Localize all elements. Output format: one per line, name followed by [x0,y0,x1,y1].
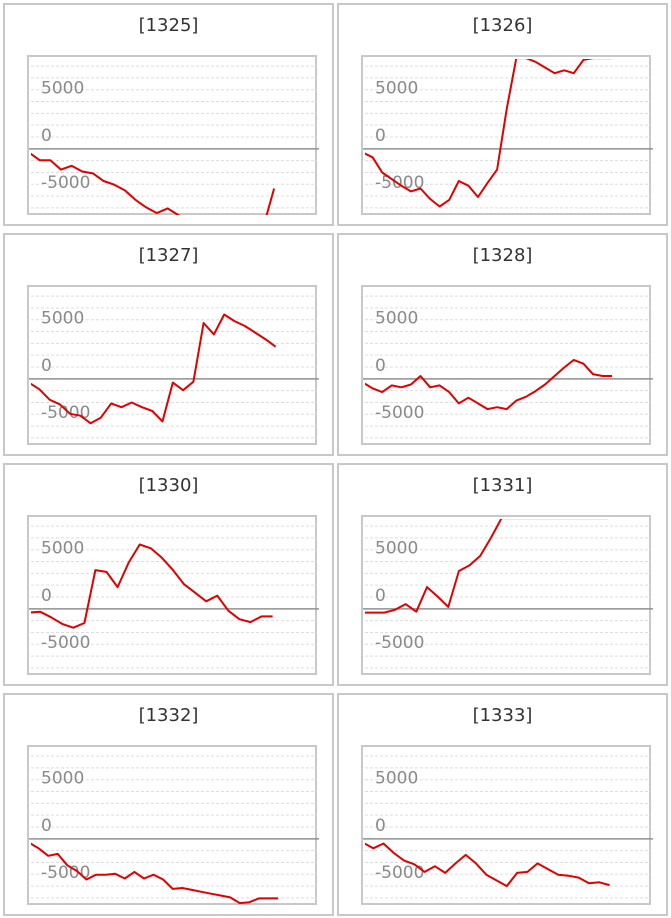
chart-panel: [1328] 5000 0 -5000 [337,233,668,456]
chart-panel: [1332] 5000 0 -5000 [3,693,334,916]
chart-title: [1331] [472,475,533,496]
chart-panel: [1330] 5000 0 -5000 [3,463,334,686]
y-tick-label: 5000 [375,539,418,559]
line-chart: 5000 0 -5000 [363,519,653,669]
y-tick-label: 0 [375,586,386,606]
plot-area: 5000 0 -5000 [27,55,319,215]
y-tick-label: 5000 [41,309,84,329]
line-chart: 5000 0 -5000 [29,65,319,215]
line-chart: 5000 0 -5000 [29,525,319,669]
series-line [31,842,279,905]
chart-panel: [1331] 5000 0 -5000 [337,463,668,686]
chart-title: [1332] [138,705,199,726]
chart-title: [1325] [138,15,199,36]
plot-area: 5000 0 -5000 [361,515,653,675]
y-tick-label: 5000 [375,309,418,329]
y-tick-label: -5000 [375,403,424,423]
series-line [31,313,277,425]
series-line [365,842,610,888]
y-tick-label: 0 [41,356,52,376]
chart-panel: [1327] 5000 0 -5000 [3,233,334,456]
plot-area: 5000 0 -5000 [361,55,653,215]
y-tick-label: -5000 [375,173,424,193]
plot-area: 5000 0 -5000 [361,745,653,905]
chart-title: [1327] [138,245,199,266]
y-tick-label: 5000 [41,769,84,789]
y-tick-label: 5000 [375,79,418,99]
series-line [365,519,609,614]
plot-area: 5000 0 -5000 [27,515,319,675]
chart-title: [1330] [138,475,199,496]
chart-panel: [1325] 5000 0 -5000 [3,3,334,226]
y-tick-label: 0 [375,126,386,146]
chart-panel: [1326] 5000 0 -5000 [337,3,668,226]
series-line [31,543,273,629]
y-tick-label: 5000 [41,539,84,559]
line-chart: 5000 0 -5000 [29,755,319,905]
plot-area: 5000 0 -5000 [361,285,653,445]
series-line [365,59,613,208]
line-chart: 5000 0 -5000 [363,755,653,899]
y-tick-label: 5000 [375,769,418,789]
line-chart: 5000 0 -5000 [363,59,653,209]
chart-panel: [1333] 5000 0 -5000 [337,693,668,916]
y-tick-label: -5000 [41,633,90,653]
y-tick-label: 0 [375,816,386,836]
series-line [365,358,613,411]
line-chart: 5000 0 -5000 [363,295,653,439]
y-tick-label: 0 [41,586,52,606]
chart-title: [1328] [472,245,533,266]
y-tick-label: 0 [41,126,52,146]
line-chart: 5000 0 -5000 [29,295,319,439]
y-tick-label: -5000 [41,863,90,883]
series-line [31,152,276,215]
y-tick-label: 5000 [41,79,84,99]
plot-area: 5000 0 -5000 [27,285,319,445]
y-tick-label: 0 [41,816,52,836]
plot-area: 5000 0 -5000 [27,745,319,905]
y-tick-label: -5000 [41,403,90,423]
chart-title: [1333] [472,705,533,726]
y-tick-label: -5000 [41,173,90,193]
y-tick-label: -5000 [375,633,424,653]
y-tick-label: 0 [375,356,386,376]
y-tick-label: -5000 [375,863,424,883]
chart-title: [1326] [472,15,533,36]
